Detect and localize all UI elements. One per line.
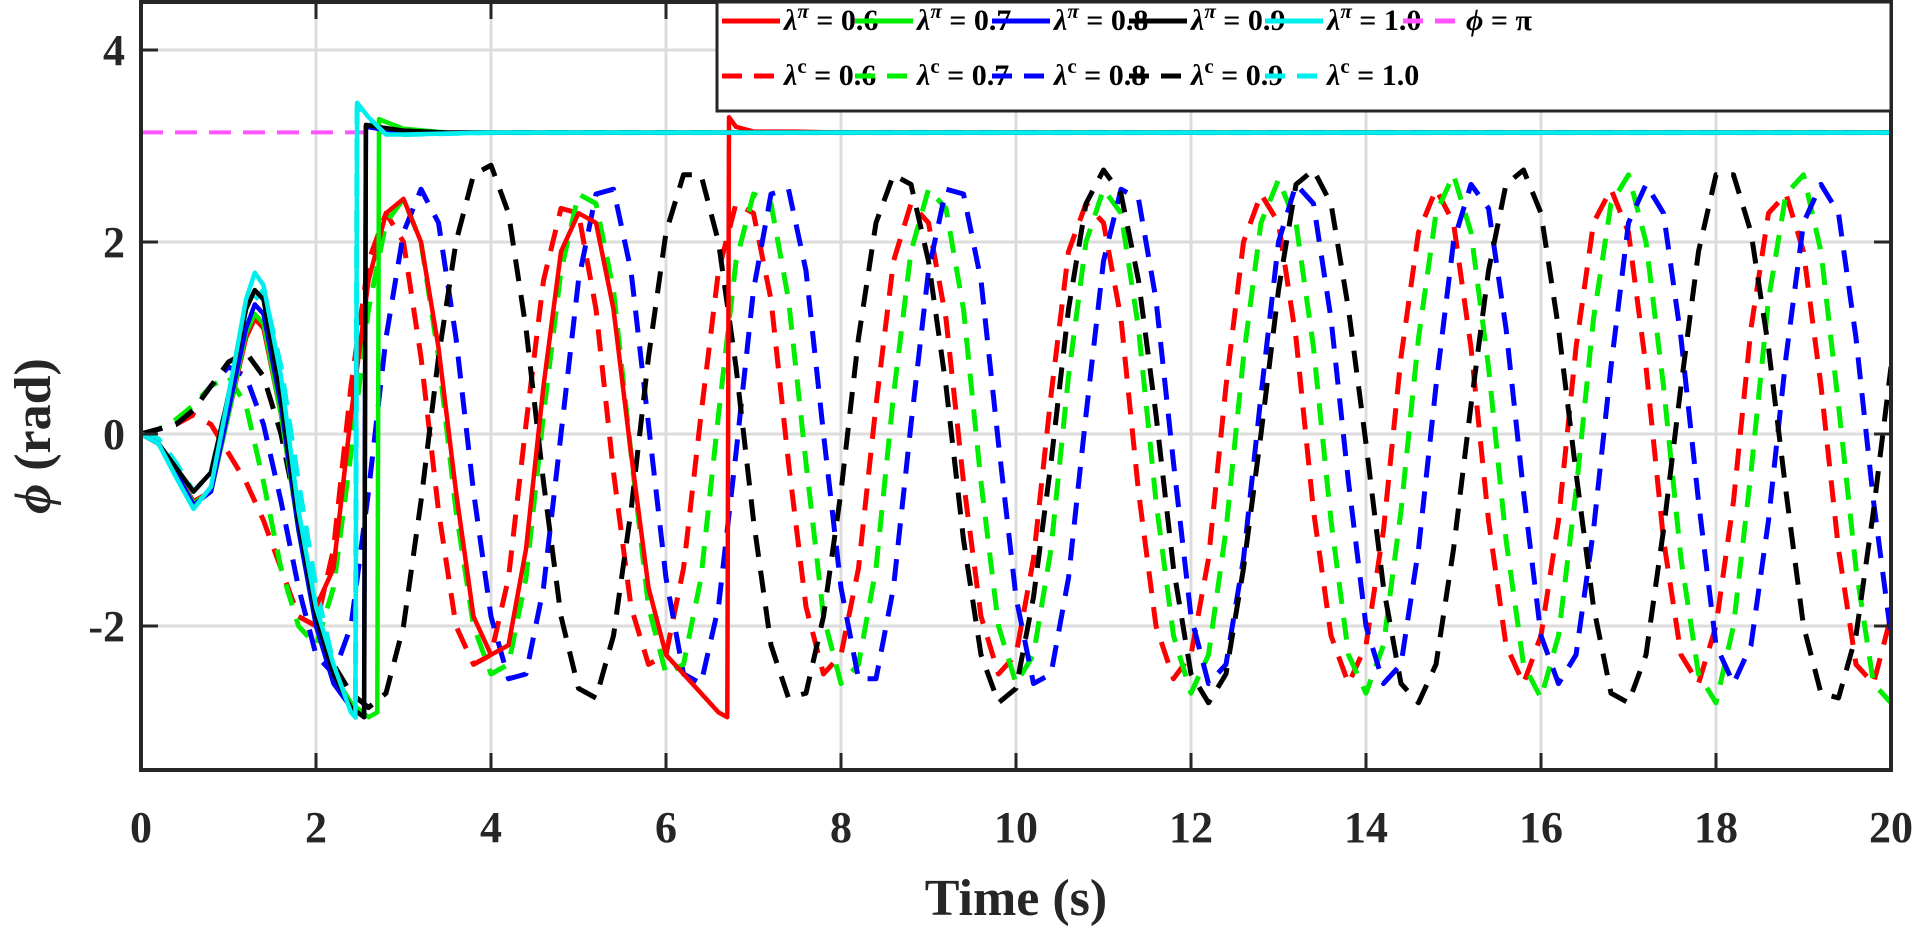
series-lines [141, 100, 1891, 720]
x-tick-label: 0 [130, 803, 152, 852]
legend-label: λc = 0.9 [1189, 54, 1283, 92]
legend-label: ϕ = π [1466, 4, 1532, 37]
legend-entry: λc = 0.6 [722, 54, 876, 92]
legend-superscript: π [930, 0, 942, 23]
x-tick-label: 4 [480, 803, 502, 852]
legend-superscript: π [1204, 0, 1216, 23]
legend-symbol: λ [782, 59, 797, 92]
legend-superscript: c [1340, 54, 1349, 78]
x-tick-label: 20 [1869, 803, 1913, 852]
legend-label: λc = 0.8 [1052, 54, 1146, 92]
x-tick-label: 18 [1694, 803, 1738, 852]
legend-symbol: λ [782, 4, 797, 37]
legend-value: = 1.0 [1350, 59, 1420, 92]
y-tick-label: 2 [103, 218, 125, 267]
legend-label: λπ = 0.8 [1052, 0, 1148, 37]
x-tick-label: 8 [830, 803, 852, 852]
legend-superscript: c [797, 54, 806, 78]
legend-symbol: λ [1052, 4, 1067, 37]
legend-symbol: λ [1325, 59, 1340, 92]
x-tick-label: 2 [305, 803, 327, 852]
legend-label: λc = 1.0 [1325, 54, 1419, 92]
y-axis-symbol: ϕ [5, 484, 62, 514]
legend-value: = π [1483, 4, 1532, 37]
y-tick-label: 4 [103, 26, 125, 75]
legend-superscript: c [930, 54, 939, 78]
legend-label: λc = 0.6 [782, 54, 876, 92]
x-tick-label: 14 [1344, 803, 1388, 852]
x-axis-title: Time (s) [925, 870, 1107, 927]
legend-symbol: ϕ [1466, 4, 1483, 37]
legend-entries: λπ = 0.6 λπ = 0.7 λπ = 0.8 λπ = 0.9 λπ = 1.0… [722, 0, 1532, 92]
legend-entry-reference: ϕ = π [1403, 4, 1532, 37]
legend-entry: λπ = 0.8 [992, 0, 1148, 37]
x-tick-label: 12 [1169, 803, 1213, 852]
y-tick-label: 0 [103, 410, 125, 459]
legend-symbol: λ [1189, 59, 1204, 92]
legend-symbol: λ [1052, 59, 1067, 92]
legend-symbol: λ [1189, 4, 1204, 37]
legend-superscript: c [1067, 54, 1076, 78]
y-axis-title: ϕ (rad) [5, 358, 62, 514]
x-tick-label: 16 [1519, 803, 1563, 852]
legend-box [715, 0, 1893, 113]
x-tick-label: 10 [994, 803, 1038, 852]
x-tick-labels: 0 2 4 6 8 10 12 14 16 18 20 [130, 803, 1913, 852]
y-tick-labels: -2 0 2 4 [88, 26, 125, 651]
series-line-pi-10 [141, 100, 1891, 720]
y-axis-unit: (rad) [5, 358, 62, 484]
legend-superscript: π [1340, 0, 1352, 23]
legend-superscript: π [1067, 0, 1079, 23]
legend-symbol: λ [915, 59, 930, 92]
y-tick-label: -2 [88, 602, 125, 651]
series-line-c-08 [141, 181, 1891, 687]
legend-entry: λc = 0.9 [1129, 54, 1283, 92]
series-line-c-09 [141, 162, 1891, 711]
series-line-c-06 [141, 186, 1891, 687]
legend-symbol: λ [915, 4, 930, 37]
legend-symbol: λ [1325, 4, 1340, 37]
legend-label: λc = 0.7 [915, 54, 1009, 92]
legend-entry: λc = 0.8 [992, 54, 1146, 92]
legend-entry: λc = 1.0 [1265, 54, 1419, 92]
legend-superscript: π [797, 0, 809, 23]
x-tick-label: 6 [655, 803, 677, 852]
legend: λπ = 0.6 λπ = 0.7 λπ = 0.8 λπ = 0.9 λπ = 1.0… [715, 0, 1893, 113]
legend-superscript: c [1204, 54, 1213, 78]
